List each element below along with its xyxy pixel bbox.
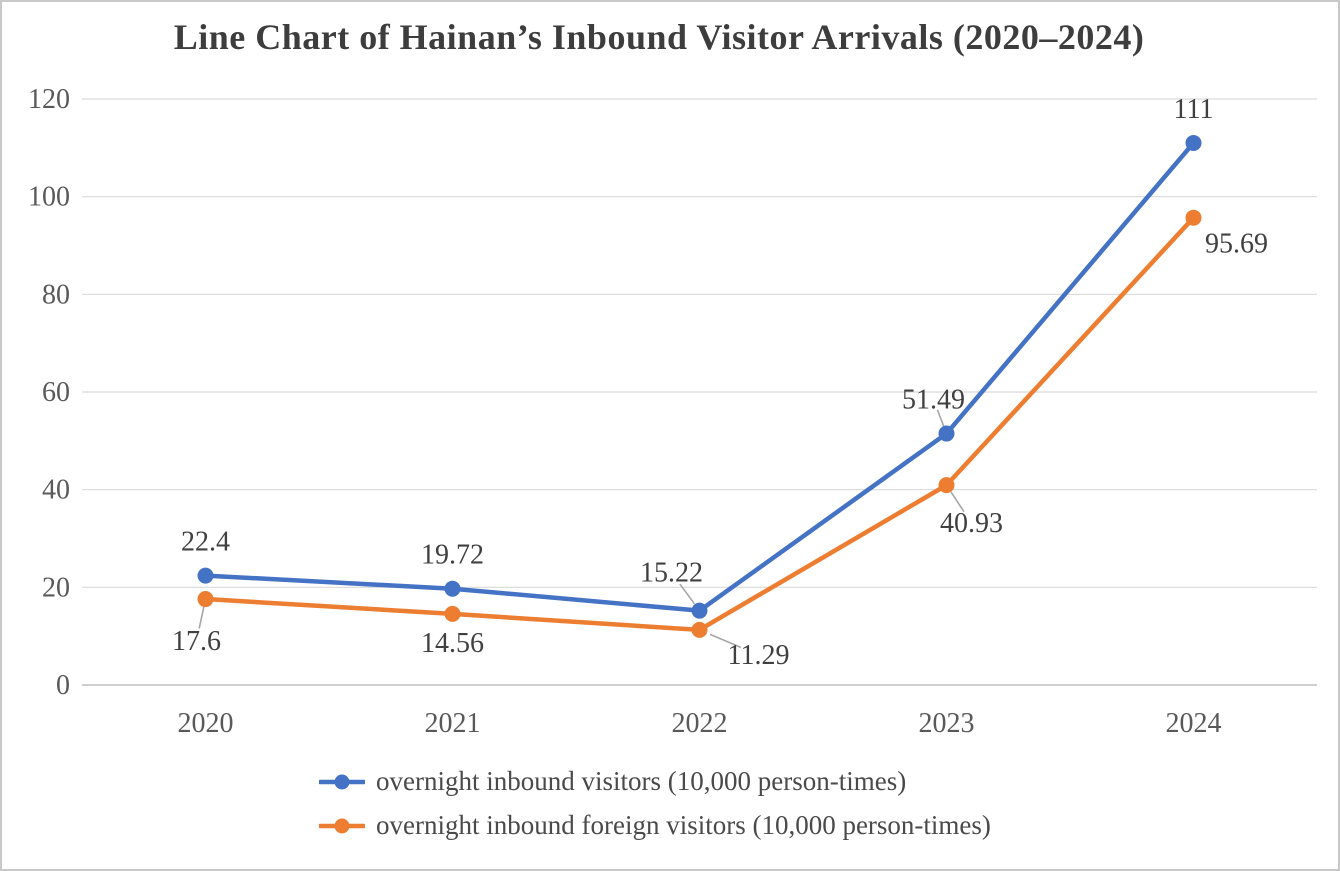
x-tick-label: 2020 (178, 708, 234, 739)
data-point-label: 51.49 (902, 385, 965, 416)
legend-label-overnight-inbound-visitors: overnight inbound visitors (10,000 perso… (376, 766, 907, 796)
data-point (444, 580, 461, 597)
data-point-label: 11.29 (728, 640, 790, 671)
data-point-label: 95.69 (1205, 229, 1268, 260)
leader-line (936, 409, 945, 428)
data-point (938, 425, 955, 442)
leader-line (709, 633, 742, 649)
x-tick-label: 2022 (672, 708, 728, 739)
legend-marker-line-dot-icon (319, 774, 365, 789)
data-point (444, 605, 461, 622)
data-point-label: 15.22 (640, 558, 703, 589)
data-point (1185, 134, 1202, 151)
legend-item-overnight-inbound-visitors: overnight inbound visitors (10,000 perso… (319, 766, 991, 797)
leader-line (198, 606, 205, 629)
data-point (1185, 209, 1202, 226)
chart-title: Line Chart of Hainan’s Inbound Visitor A… (173, 17, 1145, 57)
y-tick-label: 100 (28, 182, 70, 213)
data-point-label: 40.93 (940, 508, 1003, 539)
x-tick-label: 2021 (425, 708, 481, 739)
data-point (691, 602, 708, 619)
legend: overnight inbound visitors (10,000 perso… (319, 766, 991, 841)
leader-line (679, 583, 696, 605)
data-point (197, 567, 214, 584)
y-tick-label: 20 (42, 572, 70, 603)
y-tick-label: 80 (42, 279, 70, 310)
legend-item-overnight-inbound-foreign-visitors: overnight inbound foreign visitors (10,0… (319, 810, 991, 841)
legend-label-overnight-inbound-foreign-visitors: overnight inbound foreign visitors (10,0… (376, 810, 991, 840)
data-point (197, 591, 214, 608)
data-point (691, 621, 708, 638)
data-point (938, 477, 955, 494)
y-tick-label: 0 (56, 670, 70, 701)
x-tick-label: 2024 (1166, 708, 1222, 739)
y-tick-label: 60 (42, 377, 70, 408)
data-point-label: 19.72 (421, 540, 484, 571)
data-point-label: 22.4 (181, 527, 230, 558)
data-point-label: 17.6 (172, 626, 221, 657)
data-point-label: 14.56 (421, 628, 484, 659)
data-point-label: 111 (1174, 94, 1214, 125)
y-tick-label: 40 (42, 475, 70, 506)
legend-marker-line-dot-icon (319, 818, 365, 833)
y-tick-label: 120 (28, 84, 70, 115)
x-tick-label: 2023 (919, 708, 975, 739)
leader-line (950, 491, 965, 513)
